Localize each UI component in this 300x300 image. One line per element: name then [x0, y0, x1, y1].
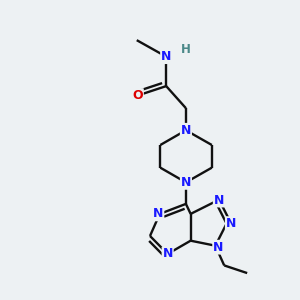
- Text: N: N: [181, 176, 191, 189]
- Text: N: N: [163, 248, 173, 260]
- Text: N: N: [153, 207, 164, 220]
- Text: N: N: [181, 124, 191, 137]
- Text: O: O: [132, 89, 143, 102]
- Text: H: H: [180, 43, 190, 56]
- Text: N: N: [161, 50, 171, 63]
- Text: N: N: [214, 194, 224, 207]
- Text: N: N: [213, 241, 224, 254]
- Text: N: N: [226, 217, 236, 230]
